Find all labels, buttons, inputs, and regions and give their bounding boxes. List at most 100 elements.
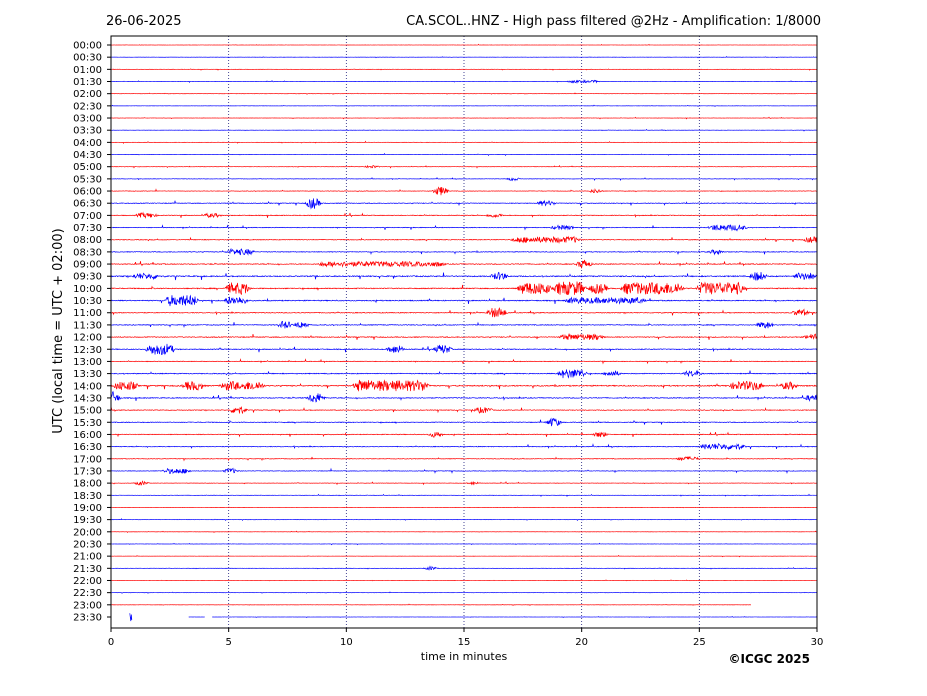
trace-line	[110, 443, 818, 451]
trace-line	[110, 493, 818, 497]
trace-line	[110, 332, 818, 341]
y-tick-label: 21:30	[73, 564, 102, 575]
trace-line	[110, 152, 818, 157]
trace-line	[110, 211, 818, 219]
trace-line	[110, 56, 818, 59]
y-tick-label: 11:00	[73, 308, 102, 319]
copyright: ©ICGC 2025	[728, 652, 810, 666]
y-tick-label: 22:00	[73, 576, 102, 587]
y-tick-label: 06:30	[73, 199, 102, 210]
y-tick-label: 23:30	[73, 612, 102, 623]
trace-line	[110, 579, 818, 582]
trace-line	[110, 186, 818, 196]
trace-line	[110, 518, 817, 521]
y-tick-label: 15:00	[73, 406, 102, 417]
y-tick-label: 14:00	[73, 381, 102, 392]
y-tick-label: 09:30	[73, 272, 102, 283]
trace-line	[110, 506, 818, 509]
trace-line	[110, 235, 818, 244]
trace-line	[110, 43, 818, 46]
trace-line	[129, 613, 817, 622]
y-tick-label: 16:30	[73, 442, 102, 453]
y-tick-label: 16:00	[73, 430, 102, 441]
trace-line	[110, 358, 818, 365]
trace-line	[110, 92, 818, 95]
y-tick-label: 08:30	[73, 247, 102, 258]
trace-line	[110, 455, 818, 462]
trace-line	[110, 281, 818, 296]
trace-line	[110, 259, 818, 270]
trace-line	[110, 224, 818, 232]
trace-line	[110, 164, 817, 169]
y-tick-label: 17:30	[73, 466, 102, 477]
y-tick-label: 19:00	[73, 503, 102, 514]
x-tick-label: 20	[575, 637, 588, 648]
y-tick-label: 21:00	[73, 552, 102, 563]
trace-line	[110, 369, 818, 379]
chart-title: CA.SCOL..HNZ - High pass filtered @2Hz -…	[406, 14, 821, 29]
y-tick-label: 17:00	[73, 454, 102, 465]
y-tick-label: 23:00	[73, 600, 102, 611]
y-tick-label: 20:00	[73, 527, 102, 538]
trace-line	[110, 542, 818, 546]
y-tick-label: 12:00	[73, 333, 102, 344]
y-tick-label: 07:30	[73, 223, 102, 234]
trace-line	[110, 480, 818, 486]
trace-line	[110, 390, 818, 403]
y-tick-label: 13:30	[73, 369, 102, 380]
trace-line	[110, 271, 818, 281]
x-axis-label: time in minutes	[421, 650, 508, 663]
trace-line	[110, 467, 818, 475]
y-tick-label: 05:00	[73, 162, 102, 173]
trace-line	[110, 343, 818, 356]
trace-line	[110, 128, 818, 132]
trace-line	[110, 554, 818, 558]
y-tick-label: 04:30	[73, 150, 102, 161]
y-tick-label: 02:30	[73, 101, 102, 112]
trace-line	[110, 294, 818, 307]
y-tick-label: 01:30	[73, 77, 102, 88]
trace-line	[110, 198, 818, 210]
y-tick-label: 02:00	[73, 89, 102, 100]
y-tick-label: 10:30	[73, 296, 102, 307]
y-tick-label: 18:00	[73, 479, 102, 490]
plot-frame	[110, 35, 818, 629]
x-axis-ticks: 0 5 10 15 20 25 30	[108, 628, 824, 648]
trace-line	[110, 417, 818, 427]
y-tick-label: 08:00	[73, 235, 102, 246]
y-tick-label: 04:00	[73, 138, 102, 149]
y-tick-label: 03:00	[73, 114, 102, 125]
y-tick-label: 22:30	[73, 588, 102, 599]
y-tick-label: 00:00	[73, 41, 102, 52]
trace-line	[110, 68, 818, 71]
y-tick-label: 11:30	[73, 320, 102, 331]
trace-line	[110, 405, 818, 414]
trace-line	[110, 79, 818, 84]
trace-line	[110, 530, 818, 534]
trace-line	[110, 104, 818, 108]
x-tick-label: 30	[811, 637, 824, 648]
y-tick-label: 00:30	[73, 53, 102, 64]
y-tick-label: 13:00	[73, 357, 102, 368]
trace-line	[110, 603, 752, 606]
trace-line	[110, 379, 818, 392]
trace-line	[110, 591, 818, 594]
y-tick-label: 12:30	[73, 345, 102, 356]
y-tick-label: 20:30	[73, 539, 102, 550]
vertical-grid	[228, 36, 700, 628]
y-tick-label: 19:30	[73, 515, 102, 526]
y-tick-label: 15:30	[73, 418, 102, 429]
y-tick-label: 14:30	[73, 393, 102, 404]
y-axis-label: UTC (local time = UTC + 02:00)	[51, 228, 66, 433]
y-tick-label: 07:00	[73, 211, 102, 222]
y-tick-label: 05:30	[73, 174, 102, 185]
y-tick-label: 09:00	[73, 260, 102, 271]
trace-line	[110, 140, 818, 145]
x-tick-label: 15	[458, 637, 471, 648]
y-tick-label: 18:30	[73, 491, 102, 502]
y-tick-label: 01:00	[73, 65, 102, 76]
y-tick-label: 06:00	[73, 187, 102, 198]
trace-line	[110, 176, 818, 182]
trace-line	[110, 116, 818, 120]
